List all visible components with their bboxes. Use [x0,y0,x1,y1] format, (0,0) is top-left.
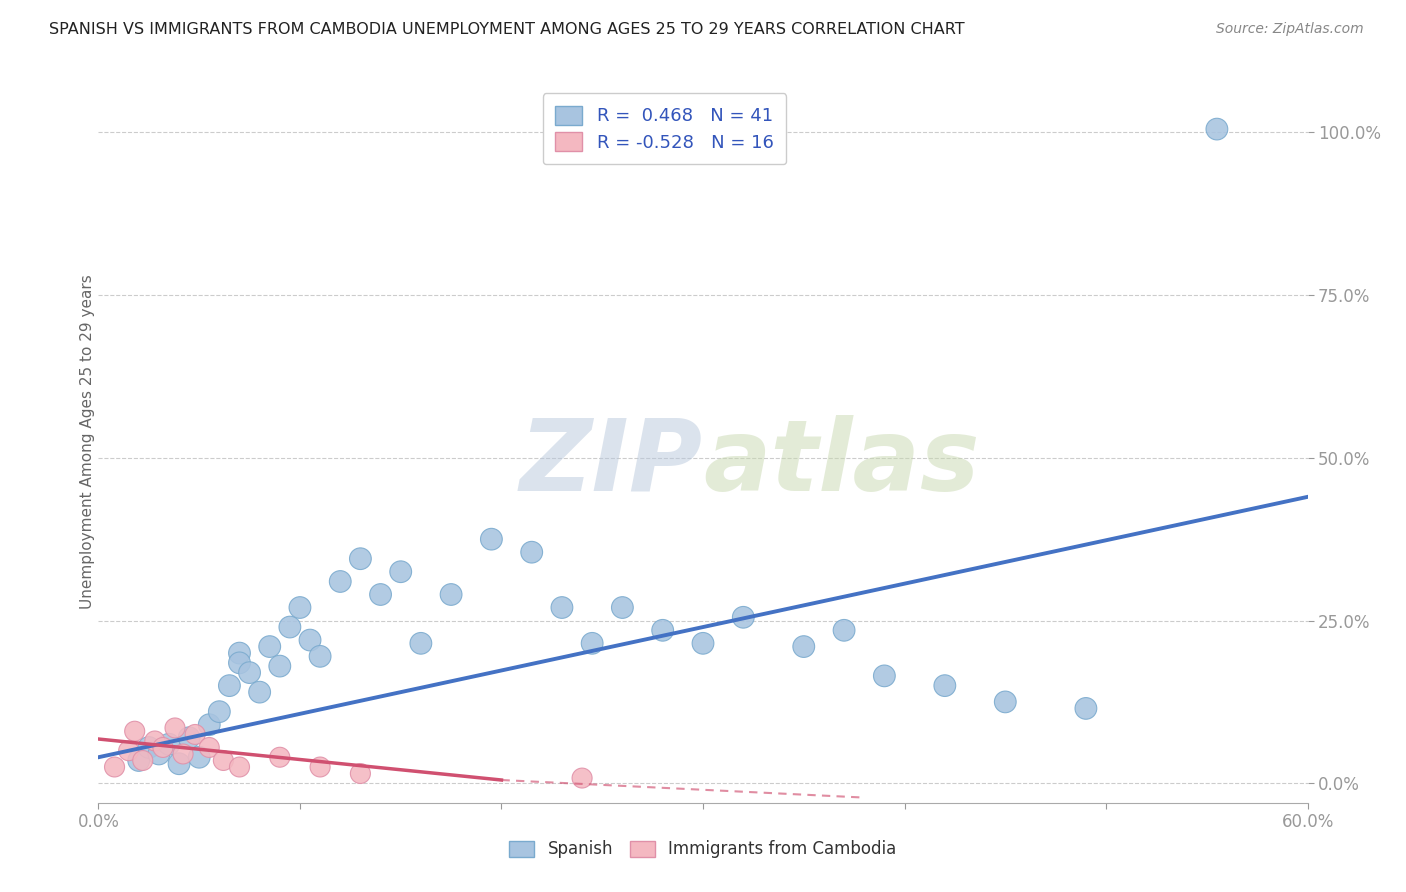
Ellipse shape [440,583,463,606]
Text: ZIP: ZIP [520,415,703,512]
Ellipse shape [208,701,231,723]
Text: atlas: atlas [703,415,980,512]
Ellipse shape [652,619,673,641]
Ellipse shape [411,632,432,654]
Ellipse shape [229,642,250,664]
Ellipse shape [994,691,1017,713]
Ellipse shape [188,747,209,768]
Ellipse shape [350,548,371,570]
Ellipse shape [200,738,219,757]
Ellipse shape [186,724,205,745]
Ellipse shape [198,714,221,736]
Ellipse shape [581,632,603,654]
Ellipse shape [118,740,139,761]
Ellipse shape [612,597,633,618]
Ellipse shape [350,764,370,783]
Ellipse shape [269,656,291,677]
Ellipse shape [389,561,412,582]
Ellipse shape [1206,119,1227,140]
Ellipse shape [270,747,290,767]
Ellipse shape [179,727,200,748]
Ellipse shape [148,743,170,764]
Ellipse shape [169,753,190,774]
Ellipse shape [278,616,301,638]
Ellipse shape [229,652,250,673]
Ellipse shape [218,674,240,697]
Ellipse shape [165,718,186,738]
Ellipse shape [733,607,754,628]
Ellipse shape [551,597,572,618]
Ellipse shape [290,597,311,618]
Ellipse shape [214,750,233,771]
Ellipse shape [173,744,193,764]
Ellipse shape [128,749,149,772]
Ellipse shape [104,757,125,777]
Text: Source: ZipAtlas.com: Source: ZipAtlas.com [1216,22,1364,37]
Ellipse shape [572,768,592,788]
Ellipse shape [229,757,249,777]
Ellipse shape [153,738,173,757]
Ellipse shape [259,636,281,657]
Legend: Spanish, Immigrants from Cambodia: Spanish, Immigrants from Cambodia [501,832,905,867]
Ellipse shape [793,636,814,657]
Ellipse shape [239,662,260,683]
Ellipse shape [132,750,153,771]
Ellipse shape [311,757,330,777]
Ellipse shape [834,619,855,641]
Ellipse shape [299,629,321,651]
Ellipse shape [145,731,165,751]
Ellipse shape [125,722,145,741]
Ellipse shape [157,733,180,755]
Ellipse shape [249,681,270,703]
Ellipse shape [138,737,160,758]
Ellipse shape [481,528,502,550]
Ellipse shape [1076,698,1097,719]
Ellipse shape [329,571,352,592]
Ellipse shape [934,674,956,697]
Ellipse shape [370,583,391,606]
Text: SPANISH VS IMMIGRANTS FROM CAMBODIA UNEMPLOYMENT AMONG AGES 25 TO 29 YEARS CORRE: SPANISH VS IMMIGRANTS FROM CAMBODIA UNEM… [49,22,965,37]
Y-axis label: Unemployment Among Ages 25 to 29 years: Unemployment Among Ages 25 to 29 years [80,274,94,609]
Ellipse shape [873,665,896,687]
Ellipse shape [520,541,543,563]
Ellipse shape [692,632,714,654]
Ellipse shape [309,646,330,667]
